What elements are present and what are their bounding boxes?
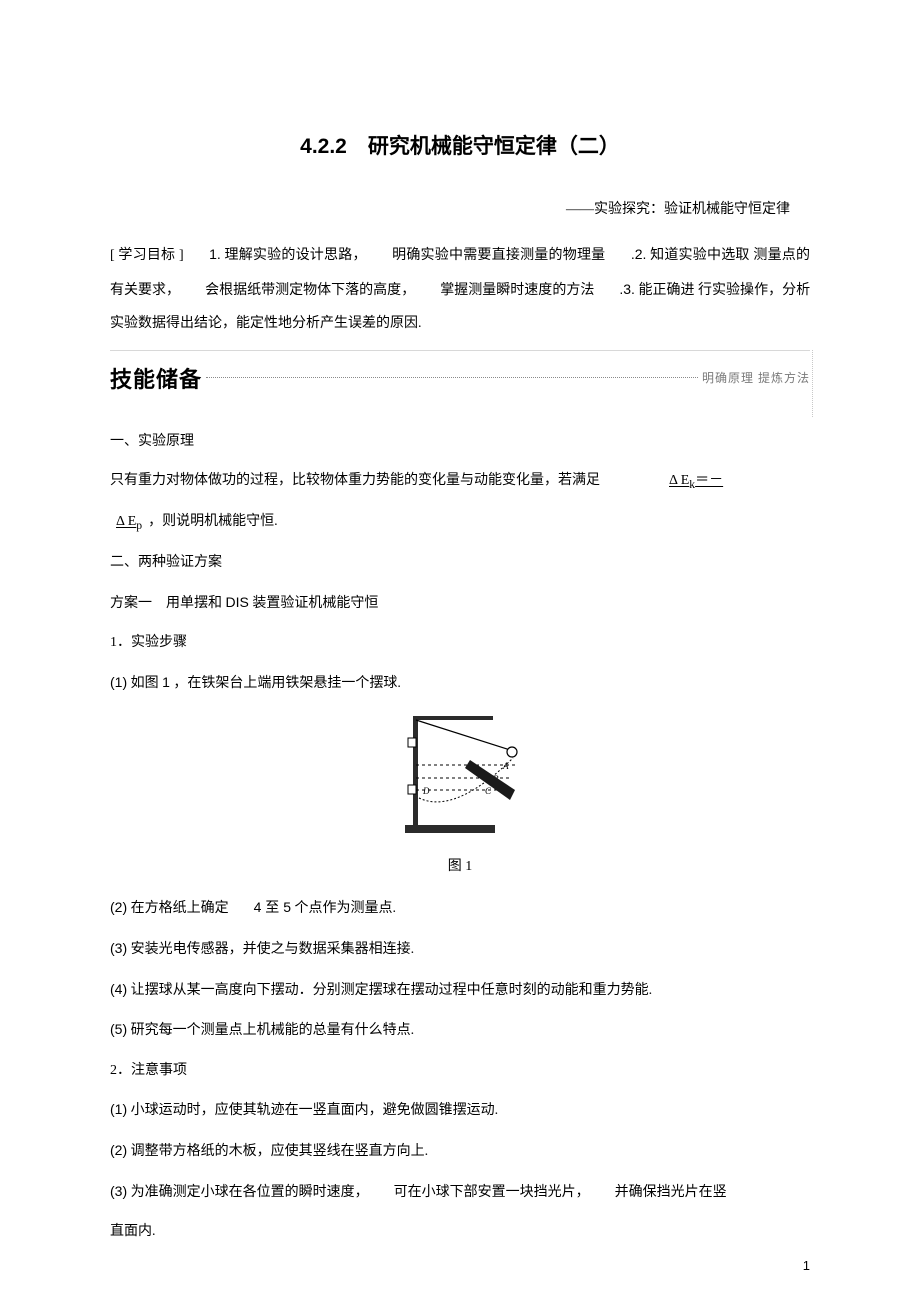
step1-n: (1) [110, 674, 127, 690]
subtitle: ——实验探究：验证机械能守恒定律 [110, 198, 810, 218]
obj1-num: 1. [209, 246, 221, 262]
obj2-num: .2. [631, 246, 647, 262]
note3-b: 可在小球下部安置一块挡光片， [394, 1185, 590, 1200]
section-side-border [812, 350, 813, 417]
section-label: 技能储备 [110, 362, 202, 394]
step4-t: 让摆球从某一高度向下摆动．分别测定摆球在摆动过程中任意时刻的动能和重力势能. [131, 983, 653, 998]
step2-a: 在方格纸上确定 [131, 901, 229, 916]
figure-1: A B C D [110, 710, 810, 845]
step1-b: ，在铁架台上端用铁架悬挂一个摆球. [173, 676, 401, 691]
s1-p2b: ，则说明机械能守恒. [148, 514, 278, 529]
page-number: 1 [803, 1258, 810, 1273]
s1-p2a: Δ E [116, 514, 136, 529]
s1-p1a: 只有重力对物体做功的过程，比较物体重力势能的变化量与动能变化量，若满足 [110, 473, 600, 488]
objectives-para: [ 学习目标 ] 1. 理解实验的设计思路， 明确实验中需要直接测量的物理量 .… [110, 238, 810, 341]
section-dotline [206, 377, 698, 378]
section-top-border [110, 350, 810, 351]
s1-blank2: Δ Ep [110, 514, 148, 529]
obj3-text: 能正确进 [638, 283, 694, 298]
fig-label-d: D [422, 786, 430, 796]
pendulum-diagram-icon: A B C D [385, 710, 535, 840]
step3-t: 安装光电传感器，并使之与数据采集器相连接. [131, 942, 415, 957]
step4-n: (4) [110, 981, 127, 997]
note1-n: (1) [110, 1101, 127, 1117]
obj1-text-b: 明确实验中需要直接测量的物理量 [392, 248, 605, 263]
steps-heading: 1．实验步骤 [110, 626, 810, 660]
section-right-label: 明确原理 提炼方法 [702, 369, 810, 386]
section-header: 技能储备 明确原理 提炼方法 [110, 355, 810, 401]
s1-blank1-txt: Δ E [669, 473, 689, 488]
note2: (2) 调整带方格纸的木板，应使其竖线在竖直方向上. [110, 1134, 810, 1169]
obj3-num: .3. [619, 281, 635, 297]
page-title: 4.2.2 研究机械能守恒定律（二） [110, 130, 810, 160]
scheme1: 方案一 用单摆和 DIS 装置验证机械能守恒 [110, 586, 810, 621]
step5: (5) 研究每一个测量点上机械能的总量有什么特点. [110, 1013, 810, 1048]
step1-a: 如图 [131, 676, 159, 691]
step5-n: (5) [110, 1021, 127, 1037]
obj2-text: 知道实验中选取 [650, 248, 750, 263]
obj-line2c: 掌握测量瞬时速度的方法 [440, 283, 594, 298]
figure-1-caption: 图 1 [110, 855, 810, 875]
s1-heading: 一、实验原理 [110, 425, 810, 459]
note1: (1) 小球运动时，应使其轨迹在一竖直面内，避免做圆锥摆运动. [110, 1093, 810, 1128]
note3-line2: 直面内. [110, 1215, 810, 1249]
step4: (4) 让摆球从某一高度向下摆动．分别测定摆球在摆动过程中任意时刻的动能和重力势… [110, 973, 810, 1008]
step2-n: (2) [110, 899, 127, 915]
note3: (3) 为准确测定小球在各位置的瞬时速度， 可在小球下部安置一块挡光片， 并确保… [110, 1175, 810, 1210]
obj1-text-a: 理解实验的设计思路， [224, 248, 366, 263]
s1-blank1-eq: ＝－ [695, 473, 723, 488]
fig-label-c: C [485, 786, 492, 796]
s1-p2sub: p [136, 519, 142, 532]
objectives-label: [ 学习目标 ] [110, 248, 184, 263]
step3-n: (3) [110, 940, 127, 956]
note3-c: 并确保挡光片在竖 [615, 1185, 727, 1200]
s1-blank1: Δ Ek＝－ [663, 473, 729, 488]
note2-n: (2) [110, 1142, 127, 1158]
scheme1-dis: DIS [226, 594, 249, 610]
note3-a: 为准确测定小球在各位置的瞬时速度， [131, 1185, 369, 1200]
obj-line2b: 会根据纸带测定物体下落的高度， [205, 283, 415, 298]
scheme1-a: 方案一 用单摆和 [110, 596, 222, 611]
step2-c: 个点作为测量点. [294, 901, 396, 916]
step2-b: 4 至 5 [254, 899, 291, 915]
s2-heading: 二、两种验证方案 [110, 546, 810, 580]
notes-heading: 2．注意事项 [110, 1054, 810, 1088]
note3-n: (3) [110, 1183, 127, 1199]
scheme1-b: 装置验证机械能守恒 [252, 596, 378, 611]
step1: (1) 如图 1 ，在铁架台上端用铁架悬挂一个摆球. [110, 666, 810, 701]
s1-p1: 只有重力对物体做功的过程，比较物体重力势能的变化量与动能变化量，若满足 Δ Ek… [110, 464, 810, 499]
note1-t: 小球运动时，应使其轨迹在一竖直面内，避免做圆锥摆运动. [131, 1103, 499, 1118]
s1-p2: Δ Ep，则说明机械能守恒. [110, 505, 810, 540]
step5-t: 研究每一个测量点上机械能的总量有什么特点. [131, 1023, 415, 1038]
note2-t: 调整带方格纸的木板，应使其竖线在竖直方向上. [131, 1144, 429, 1159]
step2: (2) 在方格纸上确定 4 至 5 个点作为测量点. [110, 891, 810, 926]
step3: (3) 安装光电传感器，并使之与数据采集器相连接. [110, 932, 810, 967]
step1-fig: 1 [162, 674, 170, 690]
